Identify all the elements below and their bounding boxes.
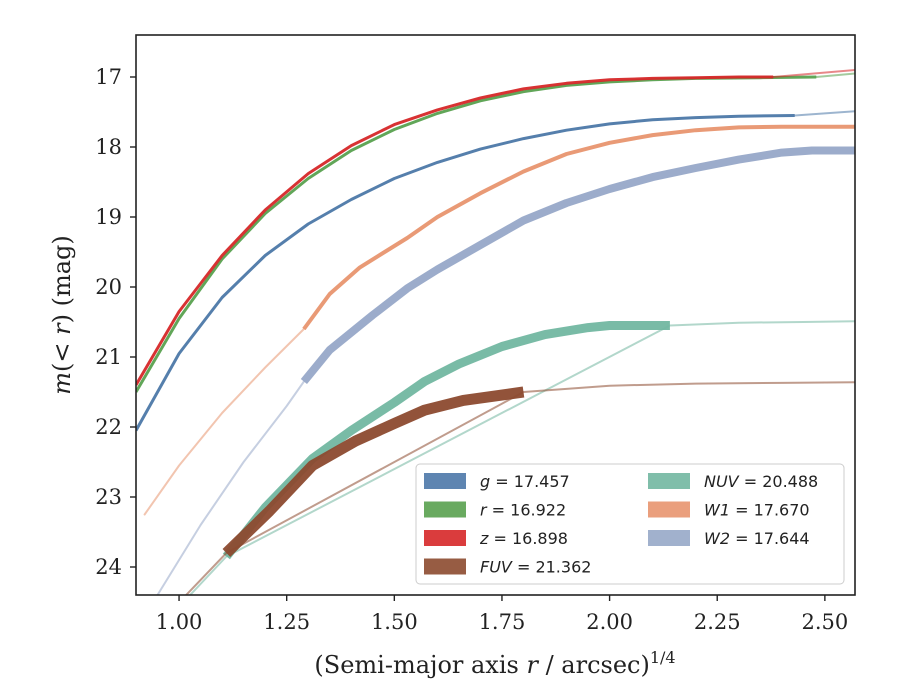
legend-swatch-W2 <box>648 530 690 546</box>
series-W2 <box>156 146 855 595</box>
legend-label-FUV: FUV = 21.362 <box>480 558 591 577</box>
series-W1-extrapolation <box>143 328 305 516</box>
x-tick-label: 2.25 <box>694 610 741 634</box>
x-tick-label: 1.00 <box>156 610 203 634</box>
legend-label-var: W1 <box>704 501 730 520</box>
series-W2-extrapolation <box>156 380 305 595</box>
legend-item-NUV: NUV = 20.488 <box>648 472 818 491</box>
legend-swatch-r <box>424 501 466 518</box>
legend-label-value: = 16.898 <box>488 529 568 548</box>
legend-swatch-NUV <box>648 473 690 489</box>
y-tick-label: 23 <box>95 485 122 509</box>
x-tick-label: 1.25 <box>263 610 310 634</box>
x-axis-label-main: (Semi-major axis <box>314 651 526 679</box>
legend-swatch-g <box>424 473 466 489</box>
legend-item-W1: W1 = 17.670 <box>648 501 810 520</box>
legend-label-value: = 17.457 <box>490 472 570 491</box>
legend-label-var: z <box>479 529 489 548</box>
x-axis-label-exponent: 1/4 <box>650 648 676 667</box>
legend-label-z: z = 16.898 <box>479 529 568 548</box>
y-axis-label-unit: (mag) <box>48 235 76 314</box>
legend-label-r: r = 16.922 <box>480 501 566 520</box>
legend-label-g: g = 17.457 <box>480 472 570 491</box>
legend-label-var: r <box>480 501 488 520</box>
legend-label-value: = 16.922 <box>487 501 567 520</box>
x-axis-ticks: 1.00 1.25 1.50 1.75 2.00 2.25 2.50 <box>156 595 848 634</box>
legend-swatch-FUV <box>424 558 466 575</box>
legend-item-r: r = 16.922 <box>424 501 566 520</box>
y-axis-label: m(< r) (mag) <box>48 235 76 395</box>
legend-label-NUV: NUV = 20.488 <box>704 472 818 491</box>
legend-label-W1: W1 = 17.670 <box>704 501 810 520</box>
y-axis-ticks: 17 18 19 20 21 22 23 24 <box>95 65 136 579</box>
x-tick-label: 1.75 <box>479 610 526 634</box>
series-g-extrapolation <box>793 110 855 117</box>
series-g-line <box>136 114 795 432</box>
series-r-extrapolation <box>815 72 855 78</box>
y-axis-label-lt: < <box>48 335 76 363</box>
x-tick-label: 2.00 <box>586 610 633 634</box>
x-tick-label: 2.50 <box>801 610 848 634</box>
x-axis-label-rest: / arcsec) <box>538 651 650 679</box>
legend-item-FUV: FUV = 21.362 <box>424 558 591 577</box>
y-tick-label: 19 <box>95 205 122 229</box>
legend-label-var: FUV <box>480 558 513 577</box>
series-W1 <box>143 124 855 516</box>
plot-frame <box>135 34 856 596</box>
series-W1-line <box>302 124 855 331</box>
y-tick-label: 18 <box>95 135 122 159</box>
series-z-line <box>136 75 774 386</box>
legend-swatch-z <box>424 530 466 546</box>
x-tick-label: 1.50 <box>371 610 418 634</box>
y-tick-label: 21 <box>95 345 122 369</box>
series-g <box>136 110 855 432</box>
y-tick-label: 20 <box>95 275 122 299</box>
y-axis-label-var: r <box>48 322 76 335</box>
legend-label-value: = 17.670 <box>730 501 810 520</box>
y-axis-label-close: ) <box>48 314 76 323</box>
y-axis-label-open: ( <box>48 363 76 372</box>
legend-item-z: z = 16.898 <box>424 529 568 548</box>
series-NUV-extrapolation <box>188 320 855 595</box>
legend-label-W2: W2 = 17.644 <box>704 529 810 548</box>
legend-label-value: = 20.488 <box>739 472 819 491</box>
y-tick-label: 22 <box>95 415 122 439</box>
series-FUV <box>184 381 855 595</box>
legend-label-var: NUV <box>704 472 740 491</box>
legend-label-var: W2 <box>704 529 730 548</box>
y-tick-label: 17 <box>95 65 122 89</box>
series-W2-line <box>300 146 855 385</box>
legend-label-value: = 17.644 <box>730 529 810 548</box>
series-z-extrapolation <box>772 69 855 78</box>
series-layer <box>136 69 855 595</box>
legend-box <box>415 463 845 585</box>
series-FUV-line <box>222 386 525 557</box>
y-axis-label-func: m <box>48 372 76 395</box>
x-axis-label-var: r <box>526 651 539 679</box>
legend-label-value: = 21.362 <box>512 558 592 577</box>
x-axis-label: (Semi-major axis r / arcsec)1/4 <box>314 648 675 679</box>
legend-swatch-W1 <box>648 501 690 518</box>
legend-item-W2: W2 = 17.644 <box>648 529 810 548</box>
series-z <box>136 69 855 386</box>
legend-label-var: g <box>480 472 490 491</box>
legend-item-g: g = 17.457 <box>424 472 570 491</box>
y-tick-label: 24 <box>95 555 122 579</box>
